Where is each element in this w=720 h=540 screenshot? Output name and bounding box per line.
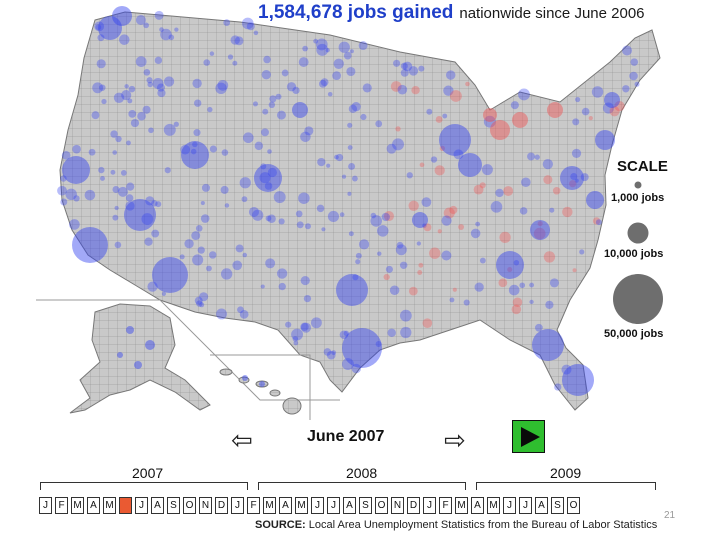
jobs-gained-total: 1,584,678 jobs gained (258, 2, 454, 23)
year-bracket-2007 (40, 482, 248, 490)
month-button[interactable]: N (391, 497, 404, 514)
month-button[interactable]: J (311, 497, 324, 514)
play-icon (521, 427, 540, 447)
scale-label-1000: 1,000 jobs (611, 192, 665, 204)
month-button[interactable]: J (135, 497, 148, 514)
year-bracket-2009 (476, 482, 656, 490)
month-button[interactable]: S (167, 497, 180, 514)
month-button[interactable]: D (407, 497, 420, 514)
scale-legend (613, 181, 663, 324)
month-button[interactable]: M (103, 497, 116, 514)
month-button[interactable]: M (295, 497, 308, 514)
month-button[interactable]: O (183, 497, 196, 514)
year-label-2009: 2009 (550, 465, 582, 481)
month-button[interactable]: J (231, 497, 244, 514)
year-label-2007: 2007 (132, 465, 164, 481)
month-button[interactable]: M (263, 497, 276, 514)
scale-circle-10000 (627, 222, 649, 244)
source-note: SOURCE: Local Area Unemployment Statisti… (255, 519, 657, 531)
scale-label-50000: 50,000 jobs (604, 328, 664, 340)
scale-title: SCALE (617, 158, 668, 175)
month-button[interactable]: A (279, 497, 292, 514)
scale-circle-1000 (634, 181, 642, 189)
month-button[interactable]: J (519, 497, 532, 514)
month-button[interactable]: J (327, 497, 340, 514)
month-button[interactable]: J (503, 497, 516, 514)
source-prefix: SOURCE: (255, 519, 306, 531)
month-button[interactable]: J (423, 497, 436, 514)
month-button[interactable]: S (551, 497, 564, 514)
month-button[interactable]: F (247, 497, 260, 514)
month-button[interactable]: A (471, 497, 484, 514)
month-button[interactable]: A (343, 497, 356, 514)
month-button[interactable]: J (39, 497, 52, 514)
year-label-2008: 2008 (346, 465, 378, 481)
month-button[interactable]: S (359, 497, 372, 514)
month-button[interactable]: M (71, 497, 84, 514)
month-button[interactable]: O (375, 497, 388, 514)
scale-label-10000: 10,000 jobs (604, 248, 664, 260)
month-button[interactable]: D (215, 497, 228, 514)
month-button[interactable]: F (55, 497, 68, 514)
month-button[interactable]: J (119, 497, 132, 514)
source-text: Local Area Unemployment Statistics from … (308, 519, 658, 531)
month-button[interactable]: A (151, 497, 164, 514)
headline: 1,584,678 jobs gained nationwide since Ju… (258, 2, 645, 26)
month-button[interactable]: M (455, 497, 468, 514)
next-month-arrow-icon[interactable]: ⇨ (444, 425, 466, 455)
month-button[interactable]: A (87, 497, 100, 514)
page-number: 21 (664, 510, 676, 521)
current-month-label: June 2007 (307, 428, 385, 445)
month-button[interactable]: N (199, 497, 212, 514)
scale-circle-50000 (613, 274, 663, 324)
month-button[interactable]: F (439, 497, 452, 514)
month-button[interactable]: M (487, 497, 500, 514)
year-bracket-2008 (258, 482, 466, 490)
month-button[interactable]: O (567, 497, 580, 514)
headline-suffix: nationwide since June 2006 (459, 5, 645, 22)
prev-month-arrow-icon[interactable]: ⇦ (231, 425, 253, 455)
play-button[interactable] (512, 420, 545, 453)
month-button[interactable]: A (535, 497, 548, 514)
